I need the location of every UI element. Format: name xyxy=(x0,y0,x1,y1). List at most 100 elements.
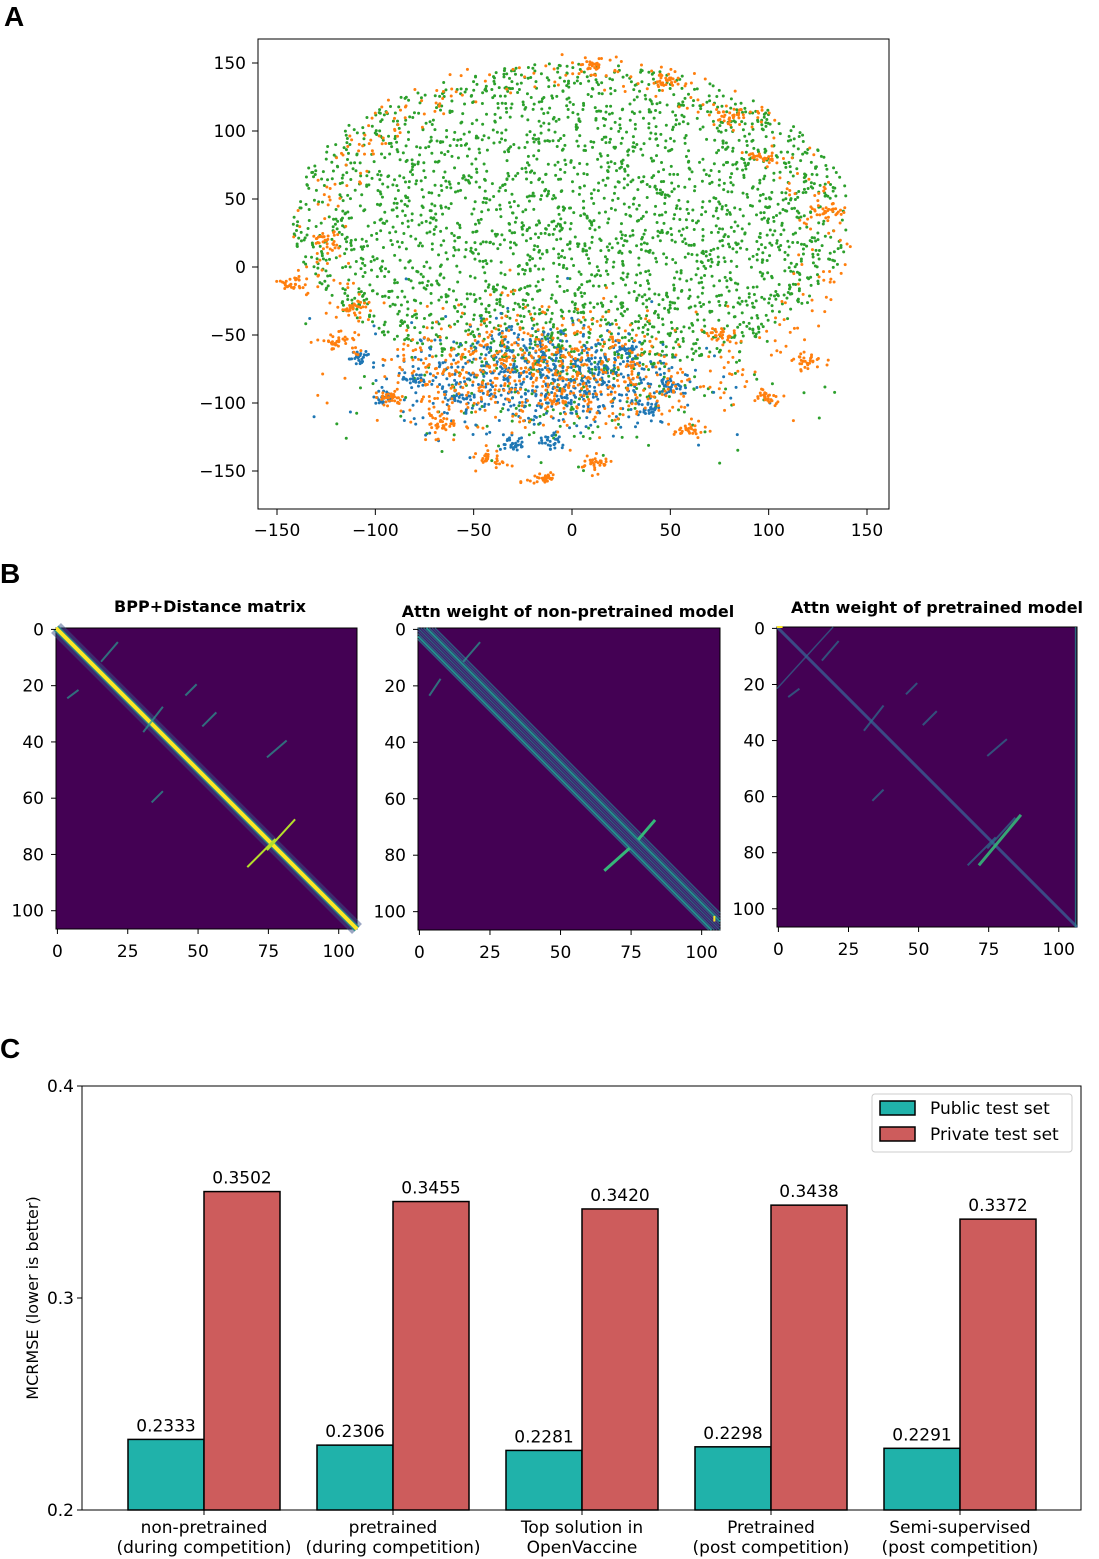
point-series-1 xyxy=(476,218,480,222)
point-series-1 xyxy=(680,86,684,90)
point-series-1 xyxy=(487,304,491,308)
point-series-1 xyxy=(630,110,634,114)
point-series-3 xyxy=(543,441,547,445)
point-series-1 xyxy=(716,216,720,220)
point-series-2 xyxy=(523,366,527,370)
point-series-1 xyxy=(655,154,659,158)
point-series-1 xyxy=(576,245,580,249)
point-series-1 xyxy=(517,146,521,150)
point-series-1 xyxy=(653,311,657,315)
point-series-3 xyxy=(662,371,666,375)
point-series-1 xyxy=(622,202,626,206)
point-series-1 xyxy=(304,322,308,326)
point-series-1 xyxy=(569,206,573,210)
point-series-3 xyxy=(481,391,485,395)
point-series-1 xyxy=(537,141,541,145)
point-series-2 xyxy=(429,339,433,343)
point-series-2 xyxy=(408,408,412,412)
point-series-1 xyxy=(788,285,792,289)
point-series-2 xyxy=(493,400,497,404)
point-series-2 xyxy=(799,352,803,356)
point-series-2 xyxy=(502,353,506,357)
point-series-3 xyxy=(428,346,432,350)
point-series-1 xyxy=(433,204,437,208)
point-series-1 xyxy=(637,263,641,267)
point-series-1 xyxy=(722,256,726,260)
point-series-1 xyxy=(603,283,607,287)
point-series-1 xyxy=(405,300,409,304)
point-series-1 xyxy=(622,186,626,190)
point-series-2 xyxy=(619,407,623,411)
point-series-1 xyxy=(625,73,629,77)
point-series-1 xyxy=(620,233,624,237)
point-series-1 xyxy=(745,247,749,251)
point-series-1 xyxy=(742,175,746,179)
point-series-1 xyxy=(358,386,362,390)
point-series-3 xyxy=(548,447,552,451)
point-series-2 xyxy=(438,414,442,418)
point-series-1 xyxy=(789,198,793,202)
point-series-1 xyxy=(506,310,510,314)
point-series-3 xyxy=(516,439,520,443)
point-series-2 xyxy=(519,481,523,485)
point-series-2 xyxy=(588,328,592,332)
point-series-3 xyxy=(647,411,651,415)
point-series-3 xyxy=(626,383,630,387)
point-series-1 xyxy=(600,92,604,96)
point-series-1 xyxy=(361,126,365,130)
point-series-2 xyxy=(522,419,526,423)
point-series-1 xyxy=(557,343,561,347)
point-series-2 xyxy=(528,419,532,423)
point-series-1 xyxy=(664,123,668,127)
point-series-1 xyxy=(514,406,518,410)
point-series-3 xyxy=(531,346,535,350)
point-series-1 xyxy=(353,296,357,300)
point-series-3 xyxy=(538,341,542,345)
point-series-3 xyxy=(510,324,514,328)
point-series-3 xyxy=(553,437,557,441)
point-series-1 xyxy=(441,317,445,321)
scatter-axes-frame xyxy=(257,38,890,510)
point-series-1 xyxy=(526,284,530,288)
point-series-2 xyxy=(657,353,661,357)
point-series-1 xyxy=(701,125,705,129)
point-series-2 xyxy=(427,407,431,411)
point-series-1 xyxy=(760,274,764,278)
point-series-1 xyxy=(700,213,704,217)
point-series-3 xyxy=(667,390,671,394)
point-series-1 xyxy=(513,301,517,305)
point-series-1 xyxy=(778,211,782,215)
point-series-1 xyxy=(349,216,353,220)
point-series-1 xyxy=(763,246,767,250)
point-series-1 xyxy=(647,108,651,112)
point-series-1 xyxy=(479,242,483,246)
point-series-1 xyxy=(505,177,509,181)
point-series-1 xyxy=(582,206,586,210)
point-series-2 xyxy=(806,367,810,371)
point-series-1 xyxy=(463,102,467,106)
point-series-1 xyxy=(780,191,784,195)
point-series-3 xyxy=(729,396,733,400)
point-series-3 xyxy=(402,398,406,402)
point-series-1 xyxy=(631,233,635,237)
point-series-2 xyxy=(330,342,334,346)
point-series-3 xyxy=(712,354,716,358)
point-series-2 xyxy=(547,370,551,374)
point-series-1 xyxy=(423,373,427,377)
point-series-2 xyxy=(604,422,608,426)
point-series-1 xyxy=(434,225,438,229)
point-series-1 xyxy=(646,279,650,283)
point-series-1 xyxy=(523,286,527,290)
point-series-1 xyxy=(580,283,584,287)
point-series-2 xyxy=(636,362,640,366)
point-series-1 xyxy=(438,141,442,145)
point-series-3 xyxy=(513,444,517,448)
point-series-1 xyxy=(304,202,308,206)
point-series-1 xyxy=(628,102,632,106)
point-series-2 xyxy=(473,339,477,343)
point-series-1 xyxy=(606,161,610,165)
point-series-1 xyxy=(543,189,547,193)
point-series-1 xyxy=(592,140,596,144)
point-series-2 xyxy=(481,339,485,343)
point-series-1 xyxy=(533,244,537,248)
